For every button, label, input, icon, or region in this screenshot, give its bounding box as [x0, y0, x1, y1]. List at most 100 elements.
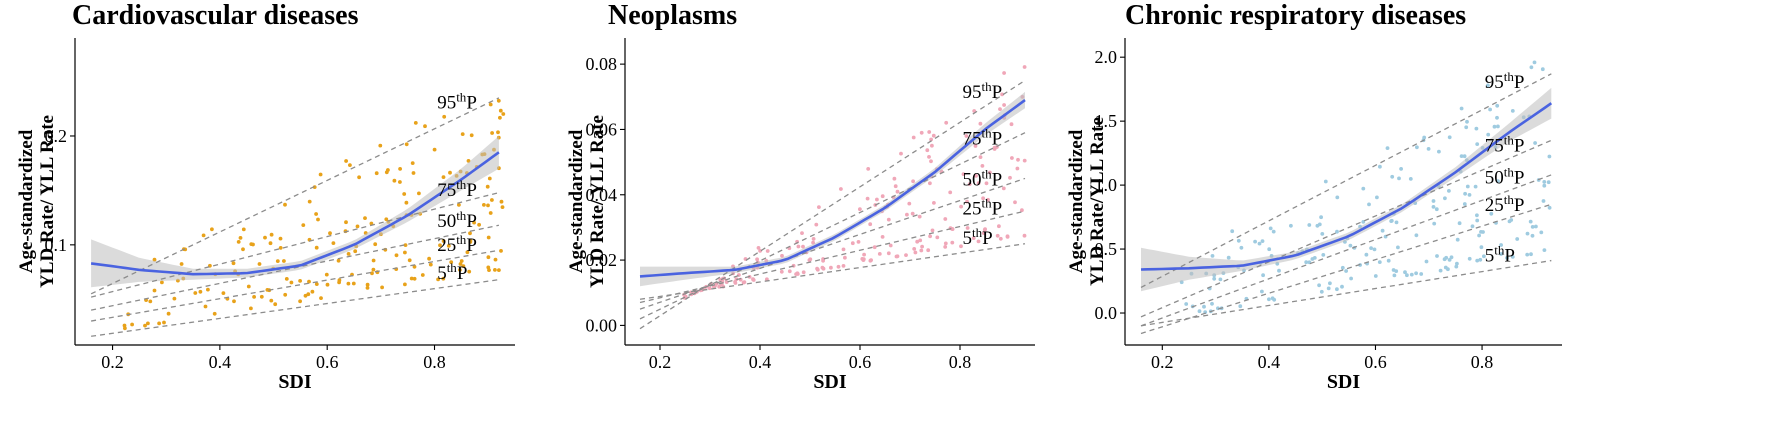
- data-point: [374, 171, 379, 176]
- data-point: [1326, 286, 1331, 291]
- data-points: [122, 98, 506, 331]
- data-point: [1528, 219, 1533, 224]
- data-point: [1447, 189, 1451, 193]
- x-tick-label: 0.6: [849, 352, 872, 372]
- data-point: [1539, 230, 1544, 235]
- data-point: [1467, 193, 1472, 197]
- data-point: [1010, 156, 1014, 160]
- data-point: [886, 251, 891, 256]
- data-point: [995, 233, 1000, 238]
- data-point: [912, 247, 917, 251]
- data-point: [1267, 247, 1272, 252]
- data-point: [880, 194, 885, 199]
- data-point: [1475, 213, 1479, 218]
- data-point: [976, 181, 981, 186]
- data-point: [289, 280, 294, 285]
- data-point: [198, 289, 203, 294]
- data-point: [1277, 268, 1281, 273]
- data-point: [961, 172, 966, 177]
- x-tick-label: 0.6: [1364, 352, 1387, 372]
- data-point: [498, 115, 502, 120]
- data-point: [499, 199, 504, 204]
- data-point: [1473, 184, 1478, 189]
- data-point: [988, 170, 992, 175]
- data-point: [221, 291, 226, 295]
- y-tick-label: 0.08: [586, 54, 618, 74]
- data-point: [1000, 92, 1004, 97]
- data-point: [1257, 241, 1262, 246]
- data-point: [1184, 302, 1189, 306]
- data-point: [1492, 124, 1497, 129]
- data-point: [1218, 277, 1223, 282]
- data-point: [122, 323, 127, 328]
- data-point: [448, 170, 452, 175]
- data-point: [488, 211, 493, 215]
- x-tick-label: 0.6: [316, 352, 339, 372]
- data-point: [307, 199, 312, 204]
- data-point: [1008, 175, 1012, 180]
- data-point: [919, 130, 924, 135]
- data-point: [252, 295, 256, 299]
- data-point: [1022, 65, 1027, 69]
- data-point: [268, 241, 273, 246]
- data-point: [929, 137, 933, 142]
- data-point: [765, 249, 770, 253]
- data-point: [238, 236, 243, 240]
- quantile-line-50: [1140, 174, 1552, 327]
- data-point: [275, 259, 280, 263]
- quantile-label-25: 25thP: [1485, 192, 1525, 216]
- data-point: [984, 181, 989, 186]
- data-point: [1486, 83, 1490, 88]
- data-point: [441, 175, 446, 180]
- data-point: [1013, 200, 1017, 205]
- data-point: [403, 250, 407, 255]
- data-point: [886, 217, 891, 222]
- data-point: [365, 282, 370, 287]
- data-point: [1373, 274, 1378, 278]
- data-point: [1488, 107, 1492, 112]
- quantile-label-75: 75thP: [437, 177, 477, 201]
- data-point: [477, 222, 481, 227]
- data-point: [1542, 180, 1547, 184]
- data-point: [344, 159, 348, 163]
- data-point: [918, 238, 923, 243]
- x-tick-label: 0.4: [749, 352, 772, 372]
- data-point: [707, 286, 712, 291]
- data-point: [800, 231, 804, 236]
- data-point: [1510, 255, 1515, 259]
- quantile-line-5: [91, 279, 499, 337]
- quantile-label-5: 5thP: [437, 260, 467, 284]
- data-point: [821, 258, 825, 263]
- data-point: [436, 277, 440, 282]
- data-point: [1474, 126, 1479, 131]
- data-point: [130, 322, 135, 327]
- data-point: [1533, 141, 1537, 145]
- data-point: [1464, 125, 1469, 130]
- data-point: [829, 265, 833, 270]
- y-axis-label-line2: YLD Rate/ YLL Rate: [587, 115, 608, 288]
- data-point: [423, 124, 427, 129]
- y-tick-label: 0.00: [586, 315, 618, 335]
- data-point: [1364, 252, 1369, 257]
- data-point: [1372, 247, 1377, 252]
- data-point: [179, 262, 184, 266]
- data-point: [1437, 149, 1441, 154]
- data-point: [365, 286, 370, 290]
- data-point: [858, 207, 862, 212]
- data-point: [251, 242, 255, 247]
- data-point: [123, 326, 127, 331]
- data-point: [346, 281, 351, 286]
- data-point: [815, 266, 819, 271]
- data-point: [1547, 154, 1552, 159]
- data-point: [1202, 304, 1206, 309]
- data-point: [486, 265, 491, 270]
- data-point: [986, 197, 990, 202]
- data-point: [493, 257, 498, 262]
- data-point: [259, 294, 264, 299]
- data-point: [899, 151, 903, 156]
- data-point: [927, 130, 932, 134]
- data-point: [1496, 124, 1500, 129]
- data-point: [501, 112, 506, 116]
- data-point: [925, 148, 930, 153]
